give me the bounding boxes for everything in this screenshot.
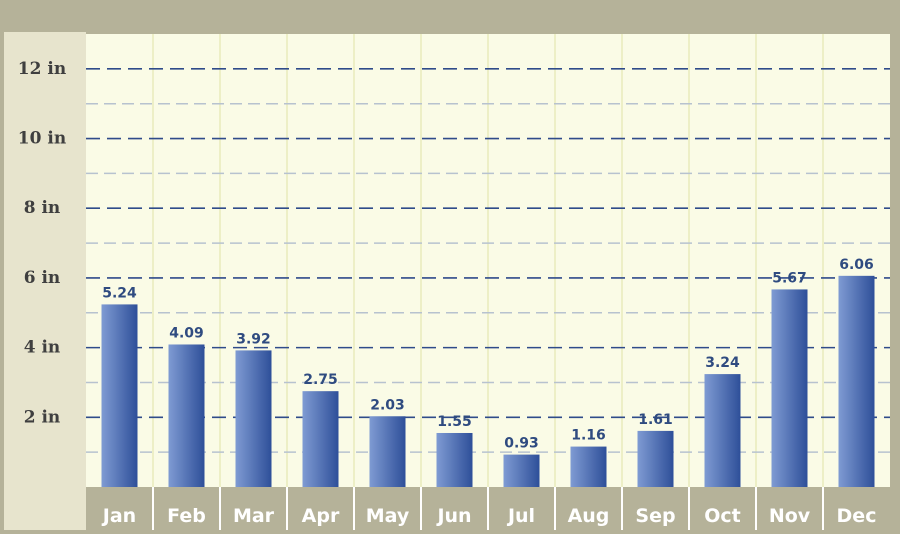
x-tick-label: Oct	[704, 505, 741, 527]
data-label: 5.24	[102, 285, 137, 301]
x-tick-label: Dec	[837, 505, 877, 527]
y-axis: 2 in 4 in 6 in 8 in 10 in 12 in	[18, 59, 66, 427]
x-tick-label: Sep	[635, 505, 675, 527]
data-labels: 5.24 4.09 3.92 2.75 2.03 1.55 0.93 1.16 1.61 3.24…	[102, 257, 874, 452]
data-label: 3.24	[705, 355, 740, 371]
y-tick-label: 6 in	[24, 268, 61, 288]
bar-jul	[503, 454, 540, 487]
data-label: 1.16	[571, 428, 606, 444]
x-tick-label: Apr	[302, 505, 340, 527]
bar-dec	[838, 275, 875, 487]
bar-oct	[704, 374, 741, 487]
y-tick-label: 2 in	[24, 407, 61, 427]
data-label: 1.55	[437, 414, 472, 430]
data-label: 1.61	[638, 412, 673, 428]
x-tick-label: Feb	[167, 505, 206, 527]
y-axis-panel	[4, 32, 86, 530]
bar-sep	[637, 430, 674, 487]
x-tick-label: Jun	[435, 505, 471, 527]
y-tick-label: 10 in	[18, 129, 66, 149]
data-label: 3.92	[236, 331, 271, 347]
y-tick-label: 8 in	[24, 198, 61, 218]
x-tick-label: Jul	[506, 505, 535, 527]
x-tick-label: Jan	[101, 505, 136, 527]
bar-may	[369, 416, 406, 487]
data-label: 2.03	[370, 397, 405, 413]
bar-jan	[101, 304, 138, 487]
y-tick-label: 12 in	[18, 59, 66, 79]
grid-lines	[86, 34, 890, 487]
x-tick-label: Mar	[233, 505, 275, 527]
x-tick-label: Nov	[769, 505, 811, 527]
data-label: 6.06	[839, 257, 874, 273]
bar-feb	[168, 344, 205, 487]
bar-aug	[570, 446, 607, 487]
data-label: 0.93	[504, 436, 539, 452]
data-label: 4.09	[169, 325, 204, 341]
x-tick-label: May	[366, 505, 410, 527]
x-tick-label: Aug	[568, 505, 610, 527]
y-tick-label: 4 in	[24, 338, 61, 358]
bar-jun	[436, 432, 473, 487]
bars	[101, 275, 875, 487]
bar-apr	[302, 391, 339, 487]
x-axis: Jan Feb Mar Apr May Jun Jul Aug Sep Oct Nov Dec	[101, 487, 877, 530]
bar-mar	[235, 350, 272, 487]
data-label: 5.67	[772, 270, 807, 286]
data-label: 2.75	[303, 372, 338, 388]
bar-nov	[771, 289, 808, 487]
